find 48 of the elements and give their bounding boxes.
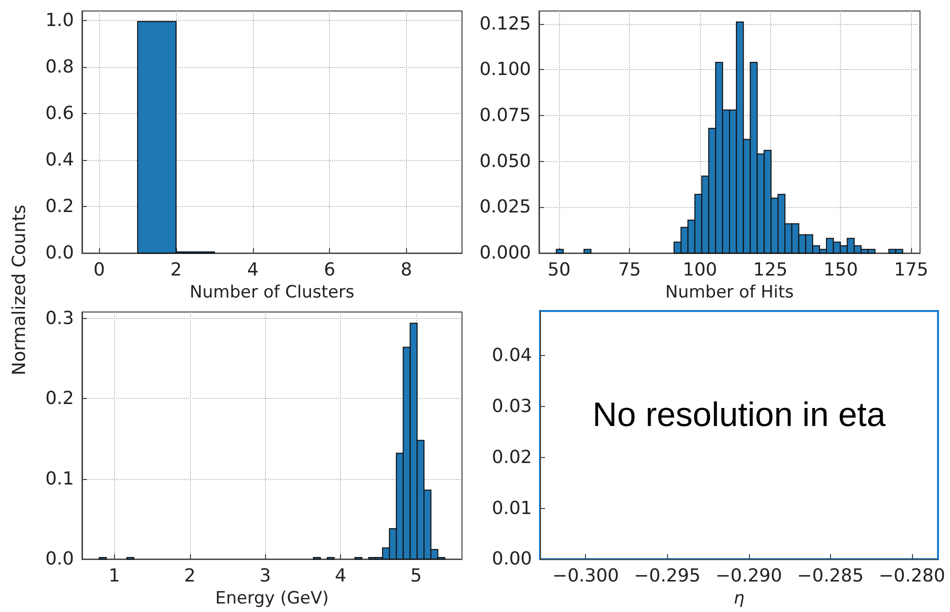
y-tick-label: 0.02 [492,446,532,468]
x-axis-title: Number of Hits [665,282,794,302]
y-tick-label: 0.050 [479,150,531,172]
y-tick-label: 0.0 [45,242,74,264]
y-tick-label: 0.2 [45,388,74,410]
y-tick-label: 0.100 [479,59,531,80]
x-axis-title: Energy (GeV) [215,588,329,608]
x-tick-label: 8 [400,260,412,281]
y-tick-label: 0.025 [479,196,531,218]
y-tick-label: 0.0 [45,548,74,570]
x-tick-label: −0.295 [634,566,701,587]
y-tick-label: 0.3 [45,308,74,329]
y-tick-label: 0.01 [492,498,532,519]
x-tick-label: 4 [247,260,259,281]
y-tick-label: 0.000 [479,242,531,264]
annotation: No resolution in eta [592,396,886,434]
y-tick-label: 0.8 [45,56,74,78]
y-tick-label: 0.00 [492,548,532,570]
y-axis-title: Normalized Counts [8,204,31,378]
y-tick-label: 0.6 [45,102,74,124]
y-tick-label: 0.4 [45,149,74,170]
y-tick-label: 0.075 [479,105,531,126]
x-axis-title: η [734,588,745,608]
y-tick-label: 0.125 [479,13,531,34]
x-tick-label: 6 [324,260,336,281]
y-tick-label: 0.04 [492,345,532,366]
x-tick-label: 4 [334,566,346,587]
x-tick-label: 125 [753,260,788,281]
x-tick-label: −0.290 [715,566,782,587]
x-tick-label: 0 [94,260,105,281]
y-tick-label: 0.2 [45,196,74,218]
x-tick-label: 2 [170,260,182,281]
x-tick-label: 5 [410,566,422,587]
x-tick-label: 75 [618,260,641,281]
y-tick-label: 0.03 [492,396,532,418]
x-tick-label: −0.280 [878,566,946,587]
x-tick-label: 1 [108,566,120,587]
y-tick-label: 1.0 [45,10,74,31]
x-tick-label: −0.285 [797,566,864,587]
x-tick-label: 3 [259,566,271,587]
x-tick-label: 100 [682,260,718,281]
x-tick-label: 150 [824,260,858,281]
x-tick-label: 50 [548,260,571,281]
y-tick-label: 0.1 [45,468,74,490]
x-tick-label: 2 [184,566,196,587]
x-tick-label: −0.300 [552,566,619,587]
x-axis-title: Number of Clusters [190,282,354,302]
x-tick-label: 175 [894,260,928,281]
